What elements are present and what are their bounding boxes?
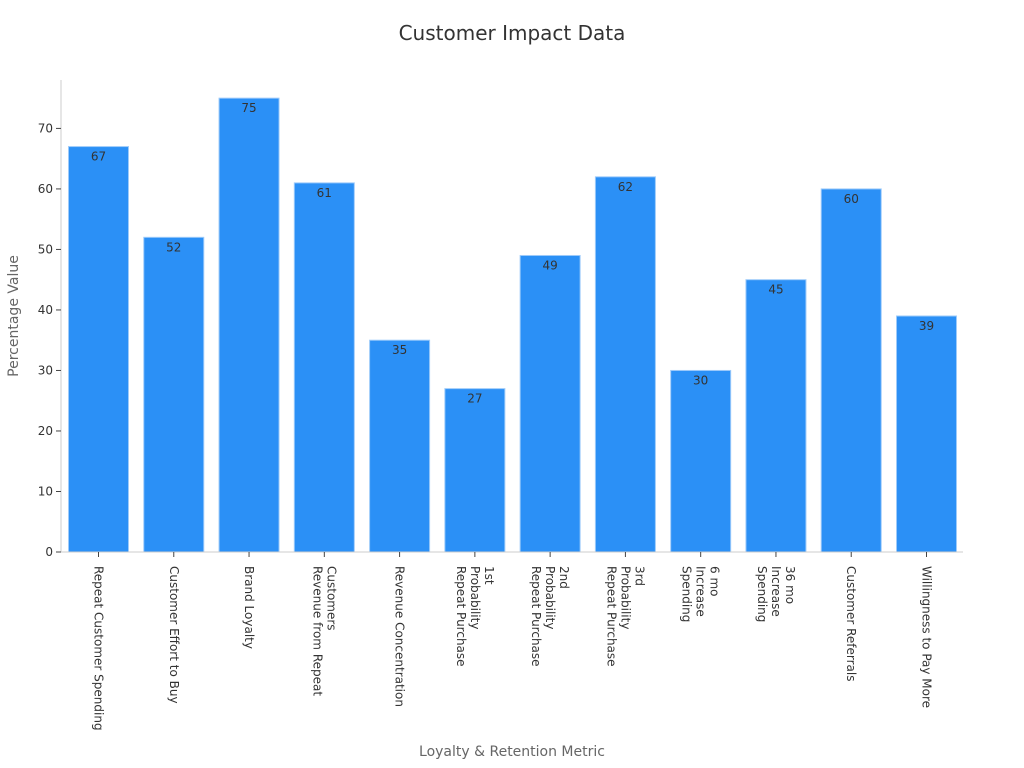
x-tick-label-text: Revenue from RepeatCustomers (310, 566, 338, 696)
x-tick-label-line: 3rd (632, 566, 646, 586)
bar-value-label: 35 (392, 343, 407, 357)
bar (143, 236, 205, 553)
bar (68, 146, 129, 553)
x-tick-label: Willingness to Pay More (920, 566, 934, 708)
x-tick-label-line: Probability (618, 566, 632, 629)
bar-group (68, 97, 957, 553)
x-tick-label-line: Repeat Customer Spending (92, 566, 106, 731)
bar-value-label: 61 (317, 186, 332, 200)
x-tick-label-line: 1st (482, 566, 496, 585)
x-tick-label-text: SpendingIncrease6 mo (680, 566, 722, 622)
bar-value-label: 62 (618, 180, 633, 194)
y-tick-group: 0 10 20 30 40 50 60 70 (38, 121, 61, 559)
x-tick-label-line: Spending (680, 566, 694, 622)
x-tick-label-text: Customer Referrals (844, 566, 858, 682)
bar-value-label: 60 (844, 192, 859, 206)
x-tick-label: Customer Referrals (844, 566, 858, 682)
bar-value-label: 49 (542, 258, 557, 272)
bar-value-label: 39 (919, 319, 934, 333)
x-tick-label-line: Revenue Concentration (393, 566, 407, 707)
x-tick-label-text: Repeat PurchaseProbability2nd (529, 566, 571, 667)
x-tick-label: SpendingIncrease6 mo (680, 566, 722, 622)
x-axis-title: Loyalty & Retention Metric (419, 744, 605, 760)
x-tick-label-line: Customers (324, 566, 338, 631)
bar (293, 182, 355, 553)
x-tick-label-line: Repeat Purchase (604, 566, 618, 667)
y-tick-label: 60 (38, 182, 53, 196)
x-tick-label: Repeat PurchaseProbability1st (454, 566, 496, 667)
x-tick-label-line: Revenue from Repeat (310, 566, 324, 696)
x-tick-label-line: Spending (755, 566, 769, 622)
x-tick-label-line: Repeat Purchase (529, 566, 543, 667)
x-tick-label: Customer Effort to Buy (167, 566, 181, 704)
y-tick-label: 0 (45, 545, 53, 559)
bar (594, 176, 656, 553)
y-axis-title: Percentage Value (6, 255, 22, 377)
bar (444, 388, 506, 553)
bar (745, 279, 807, 553)
bar-value-label: 45 (768, 283, 783, 297)
x-tick-label-line: Increase (769, 566, 783, 617)
x-tick-label: Revenue from RepeatCustomers (310, 566, 338, 696)
chart-title: Customer Impact Data (399, 21, 626, 45)
x-tick-label-text: Repeat Customer Spending (92, 566, 106, 731)
x-tick-label-line: 2nd (557, 566, 571, 589)
y-tick-label: 40 (38, 303, 53, 317)
x-tick-label-text: Repeat PurchaseProbability1st (454, 566, 496, 667)
x-tick-label-text: Willingness to Pay More (920, 566, 934, 708)
bar (896, 315, 957, 553)
bar (670, 369, 732, 553)
bar (218, 97, 280, 553)
x-tick-label-text: Repeat PurchaseProbability3rd (604, 566, 646, 667)
bar-label-group: 67 52 75 61 35 27 49 62 30 45 60 39 (91, 101, 934, 405)
bar (519, 254, 581, 553)
x-tick-group: Repeat Customer Spending Customer Effort … (92, 552, 934, 731)
bar-value-label: 30 (693, 373, 708, 387)
y-tick-label: 10 (38, 484, 53, 498)
y-tick-label: 70 (38, 121, 53, 135)
x-tick-label-line: Customer Referrals (844, 566, 858, 682)
x-tick-label-line: 36 mo (783, 566, 797, 604)
x-tick-label: Repeat Customer Spending (92, 566, 106, 731)
x-tick-label-text: Brand Loyalty (242, 566, 256, 649)
x-tick-label-line: Repeat Purchase (454, 566, 468, 667)
x-tick-label-line: Probability (543, 566, 557, 629)
x-tick-label: SpendingIncrease36 mo (755, 566, 797, 622)
bar-value-label: 67 (91, 150, 106, 164)
x-tick-label-line: Willingness to Pay More (920, 566, 934, 708)
x-tick-label-line: Increase (694, 566, 708, 617)
x-tick-label-text: Customer Effort to Buy (167, 566, 181, 704)
x-tick-label-text: Revenue Concentration (393, 566, 407, 707)
x-tick-label-line: 6 mo (708, 566, 722, 596)
bar-value-label: 52 (166, 240, 181, 254)
x-tick-label-line: Probability (468, 566, 482, 629)
bar (369, 339, 431, 553)
x-tick-label-text: SpendingIncrease36 mo (755, 566, 797, 622)
x-tick-label-line: Brand Loyalty (242, 566, 256, 649)
x-tick-label: Brand Loyalty (242, 566, 256, 649)
x-tick-label-line: Customer Effort to Buy (167, 566, 181, 704)
bar-value-label: 27 (467, 392, 482, 406)
x-tick-label: Repeat PurchaseProbability2nd (529, 566, 571, 667)
bar (820, 188, 882, 553)
x-tick-label: Repeat PurchaseProbability3rd (604, 566, 646, 667)
x-tick-label: Revenue Concentration (393, 566, 407, 707)
bar-value-label: 75 (241, 101, 256, 115)
y-tick-label: 50 (38, 242, 53, 256)
y-tick-label: 30 (38, 363, 53, 377)
y-tick-label: 20 (38, 424, 53, 438)
